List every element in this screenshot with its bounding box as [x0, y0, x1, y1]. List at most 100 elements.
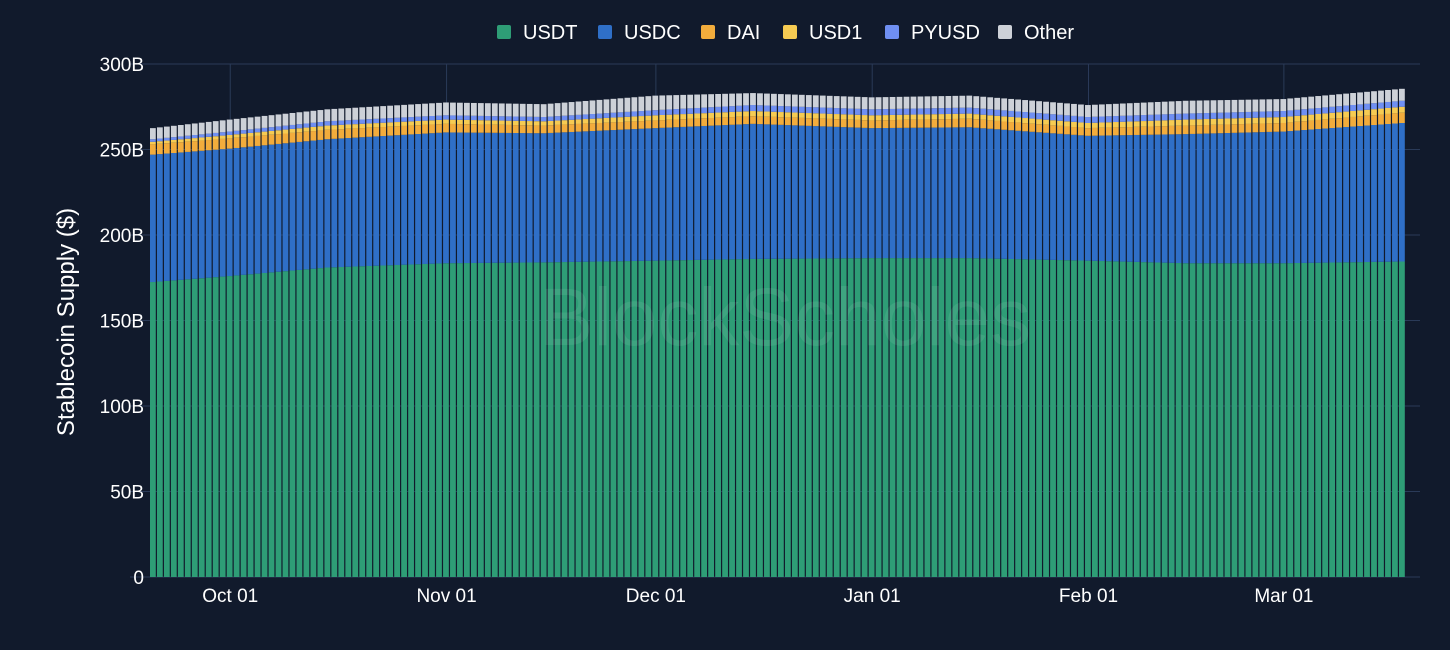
bar-segment-pyusd [1008, 110, 1015, 117]
bar-segment-usdc [854, 127, 861, 259]
bar-segment-dai [666, 119, 673, 128]
bar-segment-other [722, 93, 728, 107]
bar-segment-usd1 [764, 111, 770, 117]
legend-item-usdc[interactable]: USDC [598, 22, 681, 44]
bar-segment-usdc [212, 149, 219, 278]
bar-segment-usdc [1399, 123, 1405, 262]
bar-segment-usdc [987, 128, 994, 259]
bar-segment-usdc [1385, 124, 1391, 262]
bar-segment-usdc [470, 132, 477, 263]
bar-segment-dai [1196, 125, 1203, 134]
bar-segment-pyusd [819, 107, 826, 114]
bar-segment-dai [1001, 121, 1008, 130]
legend-item-other[interactable]: Other [998, 22, 1074, 44]
legend-item-usdt[interactable]: USDT [497, 22, 577, 44]
bar-segment-other [805, 95, 812, 108]
bar-segment-other [359, 107, 366, 120]
bar-segment-pyusd [938, 108, 945, 115]
bar-segment-usdc [568, 131, 575, 262]
bar-segment-pyusd [450, 115, 456, 120]
watermark: BlockScholes [539, 272, 1031, 363]
bar-segment-usd1 [1378, 108, 1384, 115]
legend-item-pyusd[interactable]: PYUSD [885, 22, 980, 44]
bar-segment-usdc [1098, 135, 1105, 262]
bar-segment-usdt [610, 261, 617, 577]
bar-segment-usdc [380, 136, 387, 266]
bar-segment-usd1 [666, 114, 673, 120]
bar-segment-usd1 [771, 111, 777, 117]
bar-segment-dai [652, 120, 659, 129]
bar-segment-dai [1252, 123, 1259, 133]
bar-segment-usdt [687, 260, 694, 577]
bar-segment-other [798, 94, 805, 107]
bar-segment-usd1 [1189, 119, 1196, 126]
bar-segment-pyusd [240, 130, 247, 134]
bar-segment-usdc [282, 143, 289, 272]
bar-segment-usdt [980, 258, 987, 577]
bar-segment-usd1 [826, 113, 833, 119]
bar-segment-usdc [1105, 135, 1112, 262]
bar-segment-usd1 [582, 119, 589, 124]
bar-segment-usdc [198, 150, 205, 279]
bar-segment-other [701, 94, 708, 108]
bar-segment-usdt [526, 262, 533, 577]
legend-item-usd1[interactable]: USD1 [783, 22, 862, 44]
bar-segment-usdc [1189, 133, 1196, 264]
bar-segment-usdc [694, 126, 701, 260]
bar-segment-other [1217, 100, 1224, 113]
bar-segment-usdt [394, 264, 400, 577]
bar-segment-usdt [484, 262, 491, 577]
bar-segment-usdc [638, 128, 645, 261]
legend-item-dai[interactable]: DAI [701, 22, 760, 44]
bar-segment-pyusd [324, 121, 331, 126]
bar-segment-usdt [1112, 261, 1119, 577]
bar-segment-other [1168, 101, 1175, 115]
bar-segment-usd1 [1392, 107, 1398, 114]
bar-segment-usdc [436, 132, 442, 264]
bar-segment-dai [778, 117, 784, 125]
bar-segment-usdc [757, 124, 763, 259]
bar-segment-usdc [861, 127, 868, 259]
bar-segment-usd1 [1336, 112, 1342, 119]
bar-segment-dai [1273, 123, 1280, 132]
bar-segment-other [289, 112, 296, 125]
bar-segment-usd1 [603, 117, 610, 123]
bar-segment-other [1266, 99, 1273, 112]
bar-segment-pyusd [582, 114, 589, 120]
bar-segment-other [645, 96, 652, 111]
bar-segment-dai [310, 131, 317, 141]
bar-segment-usdc [889, 127, 896, 259]
bar-segment-usd1 [1161, 120, 1168, 127]
bar-segment-other [170, 125, 177, 138]
bar-segment-usd1 [1231, 118, 1238, 125]
bar-segment-other [380, 106, 387, 119]
bar-segment-usdc [945, 127, 952, 259]
legend[interactable]: USDT USDC DAI USD1 PYUSD Other [497, 22, 1074, 44]
bar-segment-usdt [1092, 260, 1098, 577]
bar-segment-usd1 [310, 126, 317, 132]
bar-segment-usdc [205, 150, 212, 278]
bar-segment-usdc [1085, 135, 1091, 261]
bar-segment-pyusd [1259, 111, 1266, 118]
bar-segment-usd1 [1322, 113, 1329, 120]
bar-segment-pyusd [610, 112, 617, 118]
bar-segment-dai [645, 120, 652, 129]
bar-segment-usdt [380, 265, 387, 577]
bar-segment-usdc [1001, 129, 1008, 259]
bar-segment-pyusd [394, 117, 400, 123]
bar-segment-usdc [498, 132, 505, 263]
bar-segment-dai [715, 117, 721, 126]
bar-segment-usdt [715, 259, 721, 577]
bar-segment-pyusd [847, 108, 854, 115]
bar-segment-usdt [1294, 263, 1301, 577]
bar-segment-dai [659, 120, 666, 128]
bar-segment-other [861, 97, 868, 110]
bar-segment-usdt [812, 258, 819, 577]
bar-segment-usd1 [1238, 118, 1245, 125]
bar-segment-usd1 [610, 117, 617, 123]
bar-segment-usdc [722, 125, 728, 260]
bar-segment-dai [212, 139, 219, 150]
bar-segment-dai [673, 119, 680, 128]
bar-segment-usdt [261, 272, 268, 577]
bar-segment-dai [861, 120, 868, 128]
